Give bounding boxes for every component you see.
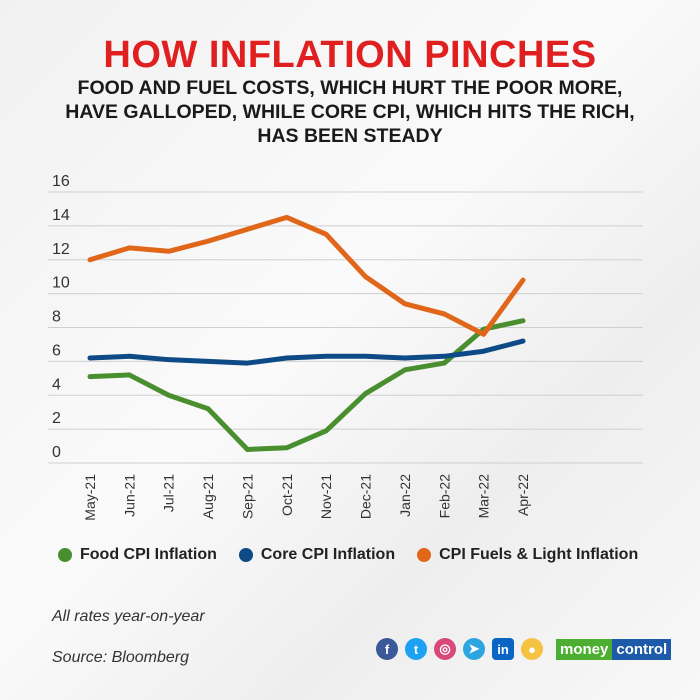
x-tick-label: Sep-21 — [239, 474, 255, 519]
y-tick-label: 6 — [52, 342, 61, 359]
x-tick-label: Mar-22 — [476, 474, 492, 519]
y-tick-label: 16 — [52, 173, 70, 190]
moneycontrol-logo: money control — [556, 638, 672, 660]
y-tick-label: 12 — [52, 241, 70, 258]
brand-control: control — [612, 638, 672, 660]
x-tick-label: Jun-21 — [121, 474, 137, 517]
legend-label: Core CPI Inflation — [260, 546, 396, 563]
chart-subtitle: FOOD AND FUEL COSTS, WHICH HURT THE POOR… — [65, 77, 635, 147]
legend-item-food: Food CPI Inflation — [58, 546, 217, 564]
twitter-icon[interactable]: t — [405, 638, 427, 660]
y-tick-label: 4 — [52, 376, 61, 393]
x-tick-label: Dec-21 — [358, 474, 374, 519]
brand-money: money — [556, 638, 613, 660]
legend-item-fuel: CPI Fuels & Light Inflation — [417, 546, 638, 564]
social-bar: f t ◎ ➤ in ● money control — [376, 638, 672, 660]
legend-label: CPI Fuels & Light Inflation — [439, 546, 639, 563]
instagram-icon[interactable]: ◎ — [434, 638, 456, 660]
x-tick-label: Nov-21 — [318, 474, 334, 519]
linkedin-icon[interactable]: in — [492, 638, 514, 660]
x-tick-label: Apr-22 — [515, 474, 531, 516]
x-tick-label: Feb-22 — [436, 474, 452, 519]
y-tick-label: 14 — [52, 207, 70, 224]
legend-marker — [238, 548, 253, 562]
chart-title: HOW INFLATION PINCHES — [103, 34, 597, 76]
y-tick-label: 2 — [52, 410, 61, 427]
line-chart: 0 2 4 6 8 10 12 14 16 May-21 Jun-21 Jul-21 Aug-21 Sep… — [48, 173, 643, 521]
x-tick-label: May-21 — [82, 474, 98, 521]
x-tick-label: Jan-22 — [397, 474, 413, 517]
y-tick-label: 8 — [52, 309, 61, 326]
series-line-core-cpi-inflation — [87, 338, 526, 366]
facebook-icon[interactable]: f — [376, 638, 398, 660]
y-tick-label: 0 — [52, 444, 61, 461]
y-tick-label: 10 — [52, 275, 70, 292]
source-note: Source: Bloomberg — [52, 649, 189, 666]
basis-note: All rates year-on-year — [52, 608, 205, 625]
series-line-cpi-fuels-light-inflation — [87, 214, 526, 337]
legend-item-core: Core CPI Inflation — [238, 546, 396, 564]
telegram-icon[interactable]: ➤ — [463, 638, 485, 660]
koo-icon[interactable]: ● — [521, 638, 543, 660]
legend: Food CPI Inflation Core CPI Inflation CP… — [58, 546, 638, 564]
legend-label: Food CPI Inflation — [80, 546, 217, 563]
legend-marker — [417, 548, 432, 562]
legend-marker — [58, 548, 72, 562]
x-tick-label: Oct-21 — [279, 474, 295, 516]
series-line-food-cpi-inflation — [87, 318, 526, 452]
x-tick-label: Jul-21 — [161, 474, 177, 512]
x-tick-label: Aug-21 — [200, 474, 216, 519]
